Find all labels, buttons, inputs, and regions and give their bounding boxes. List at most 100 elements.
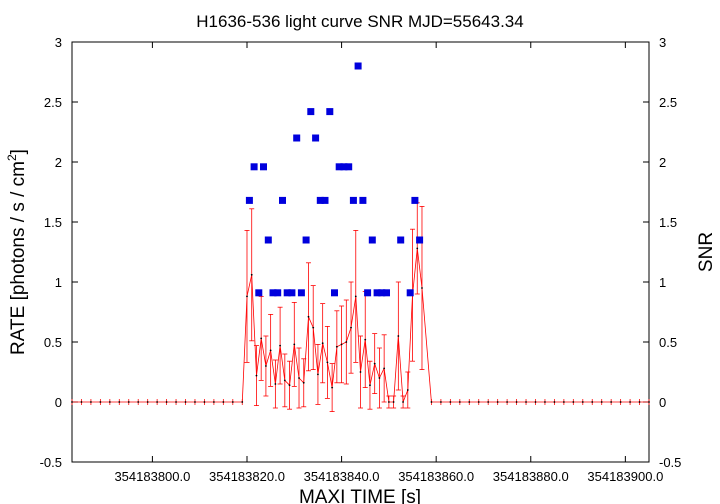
rate-point xyxy=(487,399,490,405)
rate-point xyxy=(367,360,373,410)
snr-point xyxy=(279,196,286,204)
rate-point xyxy=(572,399,575,405)
rate-point xyxy=(222,399,225,405)
rate-point xyxy=(581,399,584,405)
rate-point xyxy=(146,399,149,405)
rate-point xyxy=(468,399,471,405)
y-tick-label-right: 1 xyxy=(659,275,666,290)
y-tick-label-right: 3 xyxy=(659,35,666,50)
rate-point xyxy=(348,281,354,374)
y-axis-label-left-sup: 2 xyxy=(5,154,19,161)
rate-point xyxy=(258,295,264,381)
x-tick-label: 354183820.0 xyxy=(209,469,285,484)
y-axis-label-left-end: ] xyxy=(8,149,29,154)
rate-point xyxy=(310,285,316,371)
rate-point xyxy=(591,399,594,405)
rate-point xyxy=(315,343,321,405)
x-tick-labels: 354183800.0 354183820.0 354183840.0 3541838… xyxy=(114,469,663,484)
snr-point xyxy=(245,196,253,204)
rate-point xyxy=(231,399,234,405)
rate-point xyxy=(241,399,244,405)
rate-point xyxy=(405,371,411,409)
rate-point xyxy=(525,399,527,405)
rate-point xyxy=(80,399,83,405)
rate-point xyxy=(291,301,297,387)
rate-point xyxy=(334,310,340,384)
rate-point xyxy=(648,399,650,405)
snr-point xyxy=(321,196,329,204)
rate-point xyxy=(353,229,359,363)
snr-point xyxy=(397,236,405,244)
rate-point xyxy=(212,399,215,405)
plot-frame xyxy=(71,41,650,463)
snr-point xyxy=(383,289,390,297)
rate-point xyxy=(610,399,613,405)
x-tick-label: 354183840.0 xyxy=(304,469,380,484)
rate-point xyxy=(600,399,603,405)
rate-series xyxy=(71,202,650,413)
rate-point xyxy=(137,399,140,405)
snr-point xyxy=(364,289,372,297)
snr-point xyxy=(269,289,277,297)
rate-point xyxy=(458,399,461,405)
rate-point xyxy=(296,347,302,409)
rate-point xyxy=(372,333,378,395)
rate-point xyxy=(324,325,330,399)
snr-point xyxy=(416,236,424,244)
rate-point xyxy=(244,229,250,363)
snr-point xyxy=(340,163,348,171)
snr-point xyxy=(373,289,381,297)
rate-point xyxy=(419,205,425,371)
y-tick-label-left: 3 xyxy=(55,35,62,50)
rate-point xyxy=(90,399,92,405)
rate-point xyxy=(430,399,433,405)
snr-point xyxy=(349,196,357,204)
x-tick-label: 354183880.0 xyxy=(493,469,569,484)
rate-point xyxy=(282,353,288,408)
y-tick-labels-right: -0.5 0 0.5 1 1.5 2 2.5 3 xyxy=(659,35,681,470)
snr-point xyxy=(316,196,324,204)
rate-point xyxy=(320,303,326,384)
snr-point xyxy=(283,289,291,297)
rate-point xyxy=(108,399,111,405)
rate-point xyxy=(305,262,311,372)
snr-point xyxy=(307,108,315,116)
y-tick-label-left: 0.5 xyxy=(44,335,62,350)
snr-point xyxy=(345,163,353,171)
y-tick-label-left: 2 xyxy=(55,155,62,170)
rate-point xyxy=(263,335,269,397)
rate-point xyxy=(414,202,420,295)
x-axis-label: MAXI TIME [s] xyxy=(299,487,421,504)
y-tick-label-left: -0.5 xyxy=(40,455,62,470)
snr-point xyxy=(359,196,367,204)
snr-point xyxy=(288,289,296,297)
rate-point xyxy=(506,399,509,405)
snr-point xyxy=(255,289,263,297)
rate-point xyxy=(544,399,546,405)
y-tick-label-left: 1.5 xyxy=(44,215,62,230)
snr-point xyxy=(264,236,272,244)
rate-point xyxy=(203,399,206,405)
snr-point xyxy=(326,108,334,116)
rate-point xyxy=(440,399,442,405)
rate-point xyxy=(301,358,307,408)
rate-point xyxy=(194,399,196,405)
rate-point xyxy=(400,395,406,409)
rate-point xyxy=(619,399,622,405)
snr-point xyxy=(302,236,310,244)
rate-point xyxy=(391,395,397,409)
snr-point xyxy=(335,163,343,171)
rate-point xyxy=(562,399,565,405)
axis-ticks xyxy=(72,41,649,463)
rate-point xyxy=(277,306,283,385)
y-tick-label-left: 2.5 xyxy=(44,95,62,110)
snr-point xyxy=(297,289,305,297)
snr-point xyxy=(274,289,282,297)
snr-point xyxy=(331,289,338,297)
rate-point xyxy=(156,399,159,405)
rate-point xyxy=(339,305,345,384)
x-tick-label: 354183900.0 xyxy=(587,469,663,484)
rate-point xyxy=(268,313,274,387)
rate-point xyxy=(253,345,259,407)
rate-point xyxy=(381,334,387,403)
